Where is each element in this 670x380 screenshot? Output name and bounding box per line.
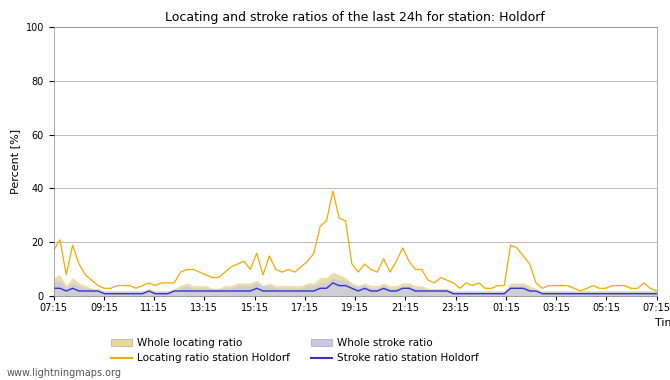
Y-axis label: Percent [%]: Percent [%] xyxy=(10,129,20,194)
X-axis label: Time: Time xyxy=(655,318,670,328)
Text: www.lightningmaps.org: www.lightningmaps.org xyxy=(7,368,122,378)
Legend: Whole locating ratio, Locating ratio station Holdorf, Whole stroke ratio, Stroke: Whole locating ratio, Locating ratio sta… xyxy=(107,334,483,367)
Title: Locating and stroke ratios of the last 24h for station: Holdorf: Locating and stroke ratios of the last 2… xyxy=(165,11,545,24)
